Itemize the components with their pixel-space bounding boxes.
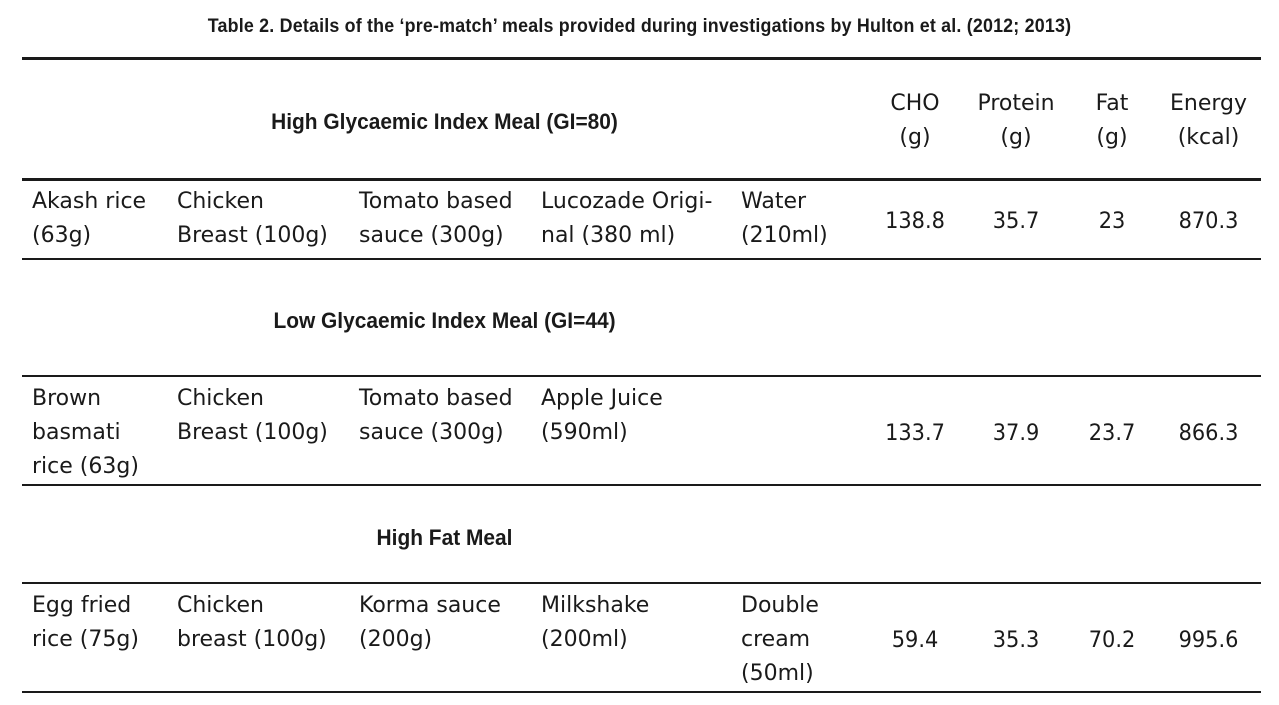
meal-item: Tomato based sauce (300g) [359, 386, 513, 445]
column-header-energy: Energy (kcal) [1169, 91, 1248, 150]
cho-value: 138.8 [885, 209, 945, 234]
energy-value: 995.6 [1178, 628, 1239, 653]
section-title-high-fat: High Fat Meal [376, 525, 513, 550]
meal-item: Chicken Breast (100g) [177, 386, 328, 445]
rule-section3-top [22, 582, 1261, 584]
meal-item: Apple Juice (590ml) [541, 386, 663, 445]
table-caption: Table 2. Details of the ‘pre-match’ meal… [207, 16, 1072, 37]
meal-item: Egg fried rice (75g) [32, 593, 139, 652]
bottom-rule [22, 691, 1261, 693]
column-header-fat: Fat (g) [1095, 91, 1129, 150]
protein-value: 35.7 [992, 209, 1040, 234]
fat-value: 23.7 [1088, 421, 1136, 446]
column-header-cho: CHO (g) [890, 91, 940, 150]
protein-value: 35.3 [992, 628, 1040, 653]
fat-value: 23 [1098, 209, 1126, 234]
top-rule [22, 57, 1261, 60]
rule-section2-bottom [22, 484, 1261, 486]
energy-value: 870.3 [1178, 209, 1239, 234]
meal-item: Brown basmati rice (63g) [32, 386, 139, 479]
fat-value: 70.2 [1088, 628, 1136, 653]
rule-section1-top [22, 178, 1261, 181]
section-title-low-gi: Low Glycaemic Index Meal (GI=44) [273, 308, 616, 333]
cho-value: 133.7 [885, 421, 945, 446]
meal-item: Korma sauce (200g) [359, 593, 501, 652]
meal-item: Double cream (50ml) [741, 593, 819, 686]
meal-item: Akash rice (63g) [32, 189, 147, 248]
rule-section2-top [22, 375, 1261, 377]
meal-item: Water (210ml) [741, 189, 828, 248]
rule-section1-bottom [22, 258, 1261, 260]
meal-item: Milkshake (200ml) [541, 593, 650, 652]
energy-value: 866.3 [1178, 421, 1239, 446]
meal-item: Tomato based sauce (300g) [359, 189, 513, 248]
meal-item: Lucozade Origi-nal (380 ml) [541, 189, 713, 248]
cho-value: 59.4 [891, 628, 939, 653]
meal-item: Chicken Breast (100g) [177, 189, 328, 248]
section-title-high-gi: High Glycaemic Index Meal (GI=80) [271, 109, 618, 134]
meal-item: Chicken breast (100g) [177, 593, 327, 652]
protein-value: 37.9 [992, 421, 1040, 446]
column-header-protein: Protein (g) [977, 91, 1055, 150]
